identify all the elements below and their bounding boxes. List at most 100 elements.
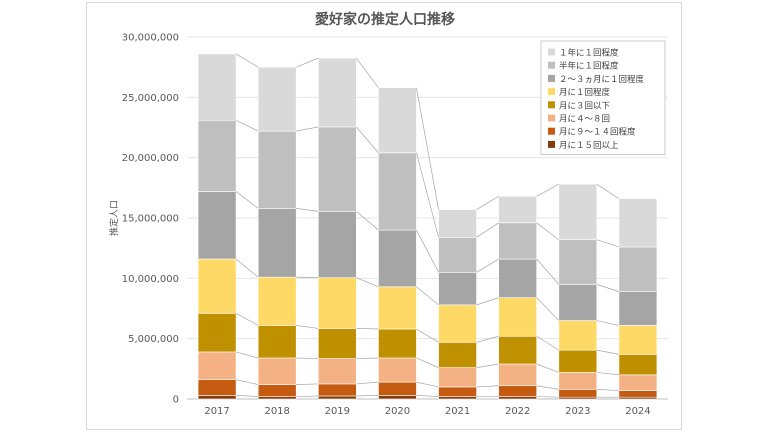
series-connector-line (536, 363, 559, 373)
bar-segment (558, 320, 598, 351)
series-connector-line (356, 211, 379, 231)
bar-segment (197, 119, 237, 192)
legend-swatch (548, 101, 555, 109)
x-tick-label: 2019 (325, 406, 350, 417)
x-tick-label: 2024 (625, 406, 650, 417)
bar-segment (197, 351, 237, 380)
bar-segment (257, 276, 297, 326)
series-connector-line (296, 207, 319, 212)
series-connector-line (416, 229, 439, 273)
series-connector-line (235, 258, 259, 278)
bar-segment (618, 198, 658, 248)
x-tick-label: 2022 (505, 406, 530, 417)
legend-box (540, 40, 666, 155)
series-connector-line (476, 335, 499, 343)
x-tick-label: 2020 (385, 406, 410, 417)
bar-segment (318, 328, 357, 359)
legend-swatch (548, 114, 555, 122)
series-connector-line (476, 222, 499, 238)
series-connector-line (596, 349, 620, 355)
bar-segment (498, 335, 537, 365)
legend-label: ２～３ヵ月に１回程度 (559, 74, 645, 85)
bar-segment (438, 209, 477, 238)
series-connector-line (296, 276, 319, 279)
series-connector-line (476, 385, 499, 388)
x-tick-label: 2018 (264, 406, 289, 417)
bar-segment (257, 130, 297, 209)
series-connector-line (235, 313, 259, 326)
bar-segment (318, 395, 357, 400)
chart-title: 愛好家の推定人口推移 (315, 11, 455, 28)
bar-segment (498, 385, 537, 397)
bar-segment (498, 363, 537, 387)
series-connector-line (536, 258, 560, 285)
bar-segment (318, 211, 357, 279)
series-connector-line (476, 297, 499, 306)
bar-segment (498, 195, 537, 224)
y-tick-label: 0 (173, 395, 179, 406)
series-connector-line (296, 325, 319, 329)
bar-segment (558, 239, 598, 285)
bar-segment (197, 313, 237, 353)
y-tick-label: 15,000,000 (122, 214, 179, 225)
bar-segment (498, 258, 537, 298)
legend-swatch (548, 48, 555, 56)
series-connector-line (476, 258, 499, 273)
bar-segment (378, 357, 417, 383)
series-connector-line (296, 383, 319, 385)
y-axis-label: 推定人口 (108, 200, 120, 236)
y-tick-label: 5,000,000 (128, 334, 179, 345)
series-connector-line (416, 152, 439, 238)
series-connector-line (356, 57, 379, 88)
bar-segment (318, 277, 357, 329)
series-connector-line (596, 388, 619, 391)
legend-swatch (548, 140, 555, 148)
bar-segment (378, 286, 417, 330)
bar-segment (618, 325, 658, 355)
series-connector-line (596, 284, 620, 292)
legend-label: 月に３回以下 (559, 101, 611, 111)
bar-segment (257, 66, 297, 132)
series-connector-line (235, 351, 259, 359)
series-connector-line (356, 328, 379, 330)
bar-segment (438, 271, 477, 306)
bar-segment (498, 396, 537, 400)
series-connector-line (235, 379, 259, 385)
bar-segment (438, 341, 477, 368)
series-connector-line (536, 222, 560, 240)
series-connector-line (536, 183, 559, 197)
bar-segment (618, 374, 658, 391)
series-connector-line (416, 395, 439, 397)
series-connector-line (296, 395, 319, 397)
bar-segment (618, 390, 658, 398)
bar-segment (438, 304, 477, 343)
legend-label: 月に４～８回 (559, 115, 610, 125)
series-connector-line (296, 57, 319, 68)
series-connector-line (356, 381, 379, 385)
series-connector-line (536, 297, 560, 321)
bar-segment (438, 396, 477, 400)
series-connector-line (536, 396, 559, 398)
y-tick-label: 25,000,000 (122, 93, 179, 104)
bar-segment (378, 152, 417, 231)
legend-label: 月に９～１４回程度 (559, 127, 636, 138)
bar-segment (378, 229, 417, 288)
bar-segment (498, 297, 537, 337)
bar-segment (438, 367, 477, 388)
bar-segment (378, 328, 417, 359)
bar-segment (378, 395, 417, 400)
series-connector-line (536, 385, 559, 390)
bar-segment (438, 386, 477, 397)
series-connector-line (596, 320, 620, 326)
series-connector-line (235, 119, 259, 132)
bar-segment (257, 396, 297, 400)
legend-swatch (548, 88, 555, 96)
series-connector-line (416, 87, 439, 210)
series-connector-line (356, 277, 379, 288)
bar-segment (378, 87, 417, 154)
legend-label: 半年に１回程度 (559, 61, 619, 72)
bar-segment (558, 349, 598, 373)
bar-segment (197, 379, 237, 396)
series-connector-line (416, 286, 439, 306)
